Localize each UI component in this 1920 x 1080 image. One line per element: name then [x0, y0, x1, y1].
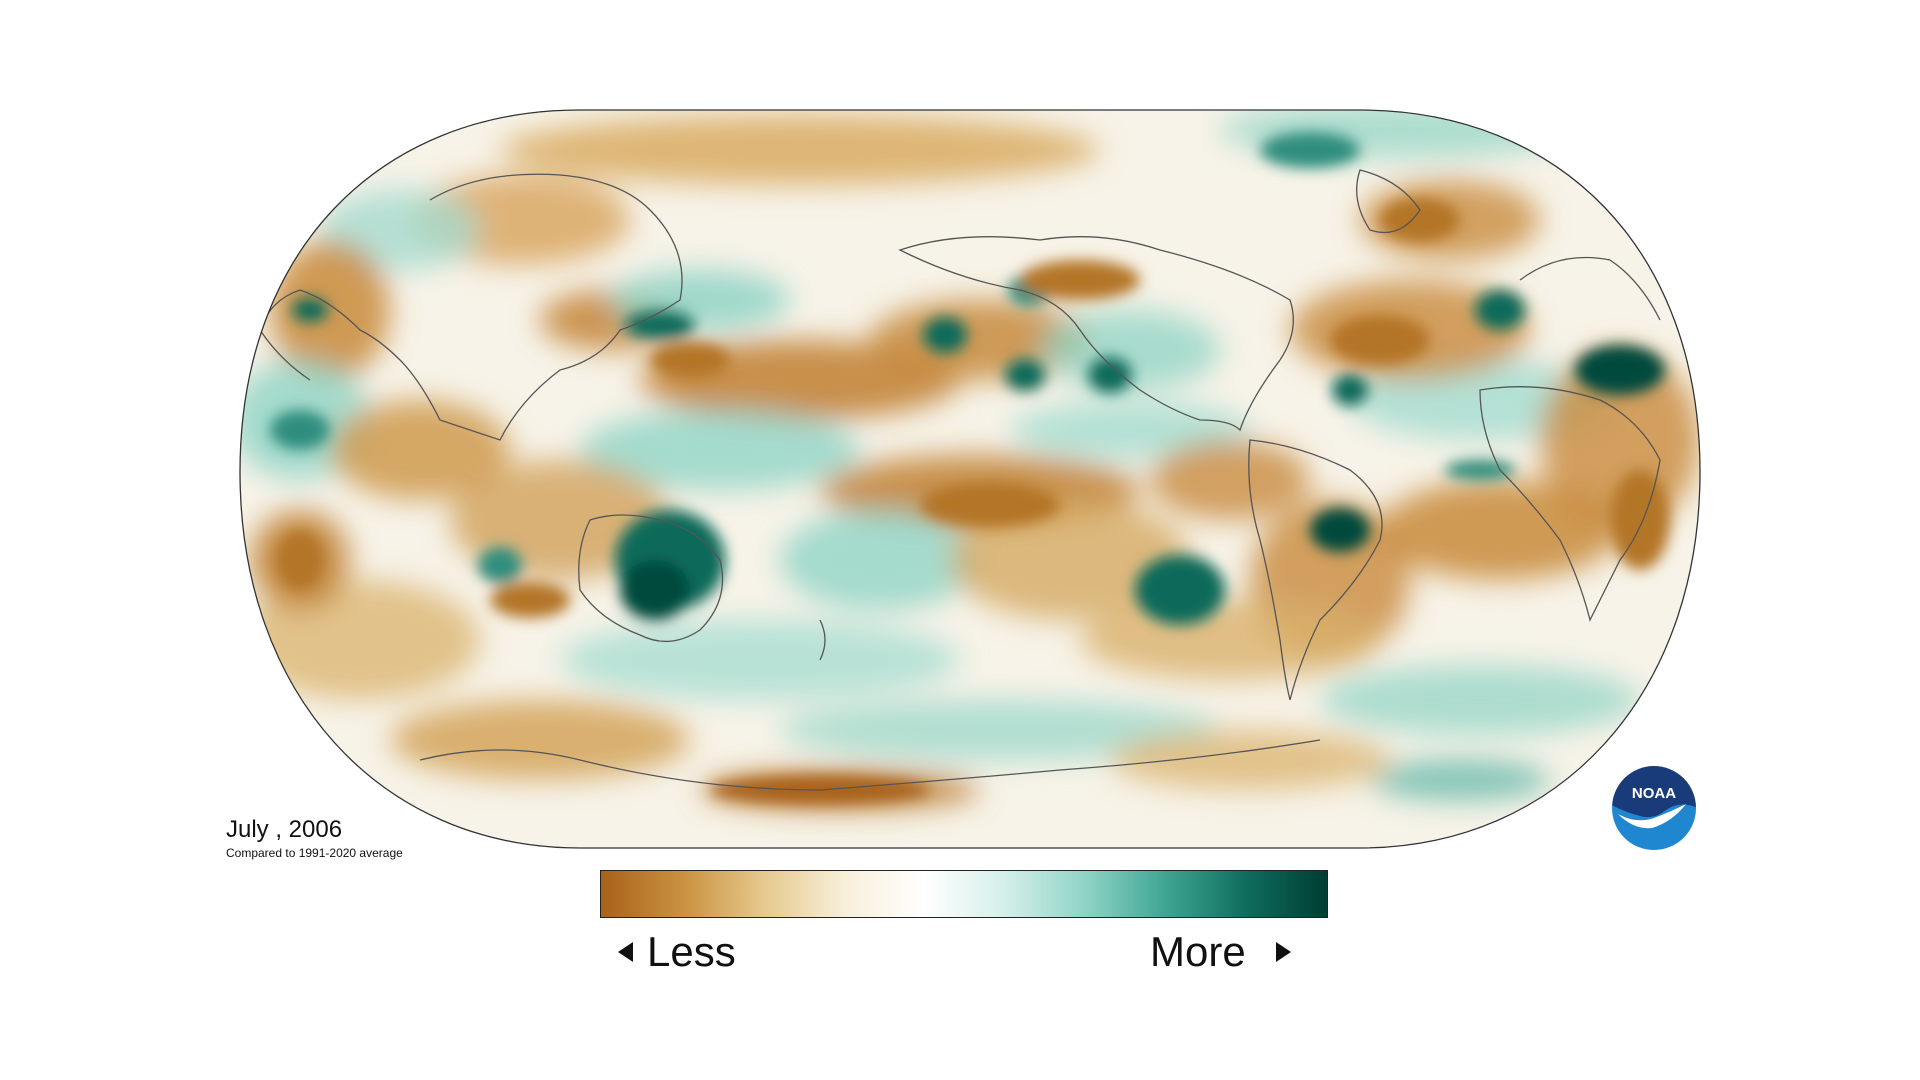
dry-region — [1080, 600, 1380, 680]
dry-region — [1020, 260, 1140, 300]
south-america-coast — [1248, 439, 1383, 701]
baseline-note: Compared to 1991-2020 average — [226, 846, 403, 860]
legend-more: More — [1150, 925, 1291, 979]
new-zealand-coast — [819, 619, 826, 661]
dry-region — [490, 582, 570, 618]
dry-region — [330, 400, 510, 500]
wet-region — [1040, 310, 1220, 390]
dry-region — [270, 240, 390, 380]
wet-region — [478, 547, 522, 583]
strong-anomaly-layer — [270, 132, 1670, 804]
dry-region — [1150, 440, 1310, 520]
dry-region — [950, 500, 1190, 620]
globe-outline — [239, 109, 1701, 849]
wet-region — [1370, 760, 1550, 800]
dry-region — [870, 300, 1090, 380]
wet-region — [1332, 374, 1368, 406]
legend-less: Less — [618, 925, 736, 979]
africa-coast — [1479, 386, 1661, 622]
wet-region — [620, 560, 690, 620]
greenland-coast — [1356, 169, 1421, 234]
logo-text: NOAA — [1632, 785, 1676, 802]
wet-region — [1475, 290, 1525, 330]
wet-region — [1005, 359, 1045, 391]
legend-more-label: More — [1150, 928, 1246, 975]
dry-region — [650, 342, 730, 378]
logo-sky — [1611, 765, 1697, 818]
wet-region — [923, 317, 967, 353]
noaa-logo: NOAA — [1610, 764, 1698, 852]
wet-region — [1135, 555, 1225, 625]
dry-region — [1380, 480, 1620, 580]
wet-region — [780, 510, 980, 610]
antarctica-coast — [419, 739, 1321, 791]
wet-region — [625, 311, 695, 339]
dry-region — [1110, 730, 1390, 790]
wet-region — [1320, 665, 1640, 735]
map-date: July , 2006 — [226, 816, 343, 843]
left-arrow-icon — [618, 942, 633, 962]
logo-ring — [1610, 764, 1698, 852]
coastlines — [259, 169, 1661, 791]
anomaly-field — [240, 110, 1700, 848]
europe-coast — [1519, 256, 1661, 321]
dry-region — [1380, 198, 1460, 242]
right-arrow-icon — [1275, 942, 1291, 962]
north-america-coast — [898, 236, 1294, 432]
wet-region — [560, 620, 960, 700]
dry-region — [390, 700, 690, 780]
dry-region — [276, 530, 324, 590]
wet-region — [1575, 345, 1665, 395]
legend-less-label: Less — [647, 928, 736, 975]
wet-region — [1445, 460, 1515, 480]
wet-region — [1260, 132, 1360, 168]
broad-anomaly-layer — [240, 110, 1700, 810]
wet-region — [292, 298, 328, 322]
wet-region — [580, 410, 860, 490]
color-scale-bar — [600, 870, 1328, 918]
logo-bird — [1618, 804, 1686, 829]
dry-region — [1610, 470, 1670, 570]
wet-region — [270, 410, 330, 450]
dry-region — [500, 115, 1100, 185]
wet-region — [1088, 357, 1132, 393]
dry-region — [920, 483, 1060, 527]
eurasia-coast — [259, 173, 683, 441]
australia-coast — [578, 514, 724, 643]
wet-region — [1310, 508, 1370, 552]
wet-region — [780, 700, 1220, 760]
dry-region — [1330, 315, 1430, 365]
